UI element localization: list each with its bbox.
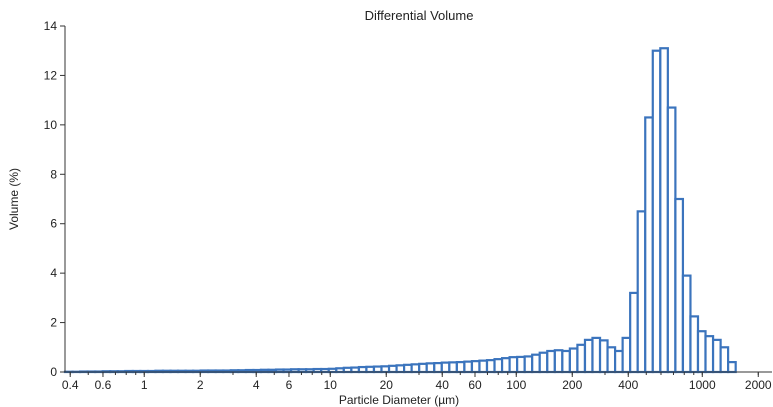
- chart-title: Differential Volume: [365, 8, 474, 23]
- bar: [621, 336, 632, 374]
- x-ticks-group: 0.4 0.6 1 2 4 6 10 20 40 60 100 200 400 1000 2000: [62, 372, 772, 392]
- bar: [508, 356, 519, 374]
- y-tick-label: 10: [44, 118, 58, 132]
- bar: [696, 330, 707, 374]
- x-tick-label: 0.4: [62, 378, 79, 392]
- bar: [418, 362, 428, 374]
- bar: [674, 197, 685, 374]
- bar: [516, 355, 526, 374]
- bar: [606, 346, 617, 374]
- bar: [425, 362, 436, 374]
- x-tick-label: 6: [286, 378, 293, 392]
- bar: [455, 361, 466, 374]
- bar: [448, 361, 458, 374]
- bar: [403, 363, 413, 374]
- y-tick-label: 8: [50, 167, 57, 181]
- bar: [583, 338, 594, 374]
- bar: [636, 210, 647, 374]
- bar: [727, 361, 737, 374]
- bar: [500, 357, 511, 374]
- bar: [410, 363, 421, 374]
- bar: [591, 336, 602, 374]
- x-tick-label: 1000: [689, 378, 716, 392]
- y-tick-label: 4: [50, 266, 57, 280]
- bar: [644, 116, 654, 374]
- bar: [440, 361, 451, 374]
- x-tick-label: 20: [380, 378, 394, 392]
- x-tick-label: 2: [197, 378, 204, 392]
- bar: [342, 366, 353, 374]
- bar: [433, 362, 443, 374]
- y-axis-label: Volume (%): [7, 168, 21, 230]
- bar: [365, 365, 376, 374]
- bar: [395, 364, 406, 374]
- x-tick-label: 2000: [745, 378, 772, 392]
- bar: [463, 360, 474, 374]
- bar: [546, 349, 556, 374]
- x-tick-label: 60: [468, 378, 482, 392]
- x-tick-label: 4: [253, 378, 260, 392]
- bar: [568, 347, 579, 374]
- bar: [613, 349, 624, 374]
- bar: [711, 338, 722, 374]
- x-tick-label: 0.6: [95, 378, 112, 392]
- bar: [357, 365, 368, 374]
- bar: [485, 359, 496, 374]
- bar: [704, 335, 715, 374]
- bar: [629, 291, 639, 374]
- y-tick-label: 0: [50, 365, 57, 379]
- bar: [470, 360, 481, 374]
- y-tick-label: 14: [44, 19, 58, 33]
- bar: [666, 106, 677, 374]
- bar: [478, 359, 489, 374]
- bar: [553, 349, 564, 374]
- bar: [531, 353, 541, 374]
- bar: [538, 351, 549, 374]
- x-tick-label: 200: [562, 378, 582, 392]
- y-tick-label: 12: [44, 68, 58, 82]
- bar: [681, 274, 692, 374]
- bar: [576, 343, 587, 374]
- bar: [350, 366, 361, 374]
- x-axis-label: Particle Diameter (µm): [339, 393, 459, 407]
- x-tick-label: 10: [324, 378, 338, 392]
- bar: [493, 358, 504, 374]
- x-tick-label: 1: [141, 378, 148, 392]
- x-tick-label: 100: [506, 378, 526, 392]
- bar: [380, 365, 391, 374]
- y-tick-label: 6: [50, 217, 57, 231]
- x-tick-label: 40: [436, 378, 450, 392]
- y-tick-label: 2: [50, 316, 57, 330]
- bar: [561, 349, 571, 374]
- bar: [523, 355, 534, 374]
- bar: [651, 49, 662, 374]
- bars-group: [63, 47, 737, 374]
- bar: [598, 339, 609, 374]
- bar: [372, 365, 383, 374]
- bar: [335, 367, 345, 374]
- x-tick-label: 400: [618, 378, 638, 392]
- bar: [387, 364, 398, 374]
- bar: [719, 346, 730, 374]
- y-ticks-group: 0 2 4 6 8 10 12 14: [44, 19, 65, 379]
- bar: [689, 315, 700, 374]
- bar: [659, 47, 669, 374]
